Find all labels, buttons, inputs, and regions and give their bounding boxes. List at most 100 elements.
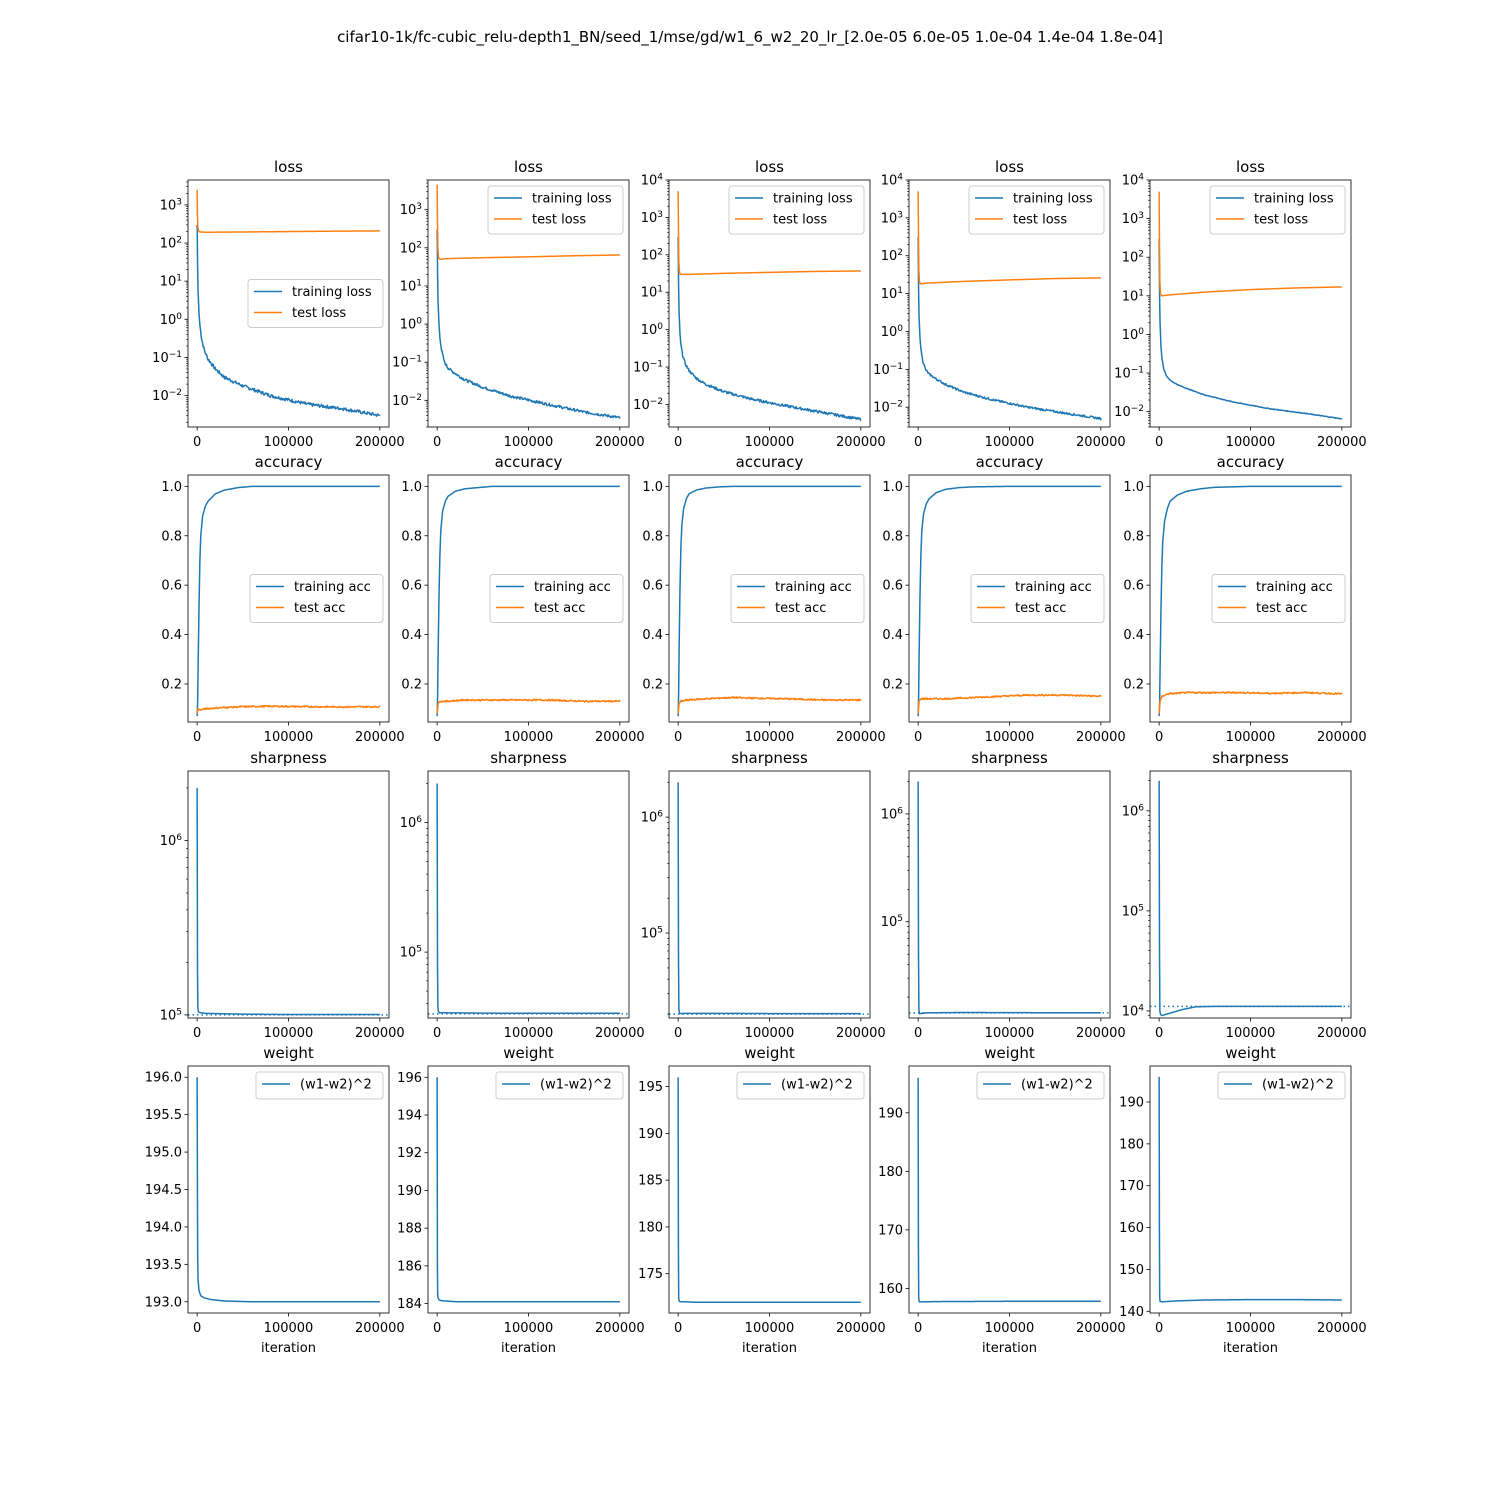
subplot-title: sharpness <box>1212 749 1289 767</box>
y-tick-label: 193.5 <box>145 1258 182 1273</box>
x-tick-label: 0 <box>914 435 922 450</box>
y-tick-label: 170 <box>878 1223 903 1238</box>
series-line-test-loss <box>436 184 621 261</box>
y-tick-label: 194 <box>397 1109 422 1124</box>
x-axis-label: iteration <box>742 1341 797 1356</box>
y-tick-label: 0.2 <box>642 677 663 692</box>
x-tick-label: 100000 <box>1226 1026 1276 1041</box>
x-tick-label: 100000 <box>504 730 554 745</box>
subplot-title: accuracy <box>1217 453 1285 471</box>
x-tick-label: 0 <box>433 1026 441 1041</box>
legend: (w1-w2)^2 <box>495 1071 624 1100</box>
legend: training acc test acc <box>970 574 1105 623</box>
x-tick-label: 0 <box>193 1026 201 1041</box>
x-tick-label: 200000 <box>595 1321 645 1336</box>
x-tick-label: 0 <box>674 730 682 745</box>
subplot-title: loss <box>995 158 1024 176</box>
legend: (w1-w2)^2 <box>976 1071 1105 1100</box>
series-line-test-loss <box>677 191 862 276</box>
series-line-training-loss <box>1158 238 1343 420</box>
series-line-training-acc <box>196 485 381 717</box>
axes-frame <box>908 770 1111 1019</box>
subplot-weight-1: weight 193.0 193.5 194.0 194.5 195.0 195.5 196.… <box>145 1044 405 1356</box>
x-tick-label: 100000 <box>264 1026 314 1041</box>
legend-label: test loss <box>532 213 586 228</box>
y-tick-label: 186 <box>397 1259 422 1274</box>
axes-frame <box>187 179 390 428</box>
x-tick-label: 0 <box>914 1026 922 1041</box>
legend-label: training loss <box>1013 192 1093 207</box>
x-tick-label: 0 <box>193 730 201 745</box>
x-tick-label: 100000 <box>1226 730 1276 745</box>
x-tick-label: 100000 <box>985 1026 1035 1041</box>
subplot-accuracy-2: accuracy 0.2 0.4 0.6 0.8 1.0 0 100000 200000 trai… <box>401 453 644 745</box>
series-line--w1-w2-2 <box>196 1077 381 1303</box>
x-tick-label: 200000 <box>355 435 405 450</box>
x-tick-label: 200000 <box>355 1321 405 1336</box>
legend: training loss test loss <box>487 185 624 235</box>
legend-label: (w1-w2)^2 <box>1021 1078 1093 1093</box>
y-tick-label: 1.0 <box>401 480 422 495</box>
legend-label: training loss <box>773 192 853 207</box>
x-tick-label: 100000 <box>745 730 795 745</box>
axes-frame <box>187 1065 390 1314</box>
x-axis-label: iteration <box>261 1341 316 1356</box>
subplot-title: loss <box>755 158 784 176</box>
x-tick-label: 200000 <box>1076 730 1126 745</box>
plot-area <box>677 191 862 422</box>
x-tick-label: 0 <box>674 1321 682 1336</box>
subplot-weight-2: weight 184 186 188 190 192 194 196 0 100000 200000… <box>397 1044 645 1356</box>
x-tick-label: 100000 <box>745 1026 795 1041</box>
subplot-accuracy-3: accuracy 0.2 0.4 0.6 0.8 1.0 0 100000 200000 trai… <box>642 453 885 745</box>
series-line-sharpness <box>196 787 381 1016</box>
x-tick-label: 200000 <box>595 1026 645 1041</box>
axes-frame <box>427 474 630 723</box>
series-line-test-acc <box>196 704 381 714</box>
subplot-title: sharpness <box>731 749 808 767</box>
legend-box <box>255 1071 384 1100</box>
axes-frame <box>668 770 871 1019</box>
y-tick-label: 196 <box>397 1071 422 1086</box>
y-tick-label: 0.2 <box>882 677 903 692</box>
series-line-test-acc <box>436 698 621 714</box>
series-line--w1-w2-2 <box>917 1077 1102 1303</box>
x-tick-label: 200000 <box>836 730 886 745</box>
plot-area <box>1158 191 1343 420</box>
y-tick-label: 170 <box>1119 1179 1144 1194</box>
y-tick-label: 1.0 <box>882 480 903 495</box>
x-tick-label: 200000 <box>595 435 645 450</box>
axes-frame <box>1149 179 1352 428</box>
legend-label: test acc <box>775 601 826 616</box>
subplot-accuracy-5: accuracy 0.2 0.4 0.6 0.8 1.0 0 100000 200000 trai… <box>1123 453 1366 745</box>
y-tick-label: 0.4 <box>1123 628 1144 643</box>
x-tick-label: 0 <box>674 1026 682 1041</box>
axes-frame <box>187 770 390 1019</box>
legend-label: (w1-w2)^2 <box>1262 1078 1334 1093</box>
series-line--w1-w2-2 <box>677 1077 862 1303</box>
axes-frame <box>187 474 390 723</box>
legend-label: training acc <box>775 580 852 595</box>
y-tick-label: 140 <box>1119 1305 1144 1320</box>
plot-area <box>677 1077 862 1303</box>
x-tick-label: 0 <box>914 1321 922 1336</box>
y-tick-label: 190 <box>878 1106 903 1121</box>
legend-label: training loss <box>292 285 372 300</box>
subplot-title: accuracy <box>495 453 563 471</box>
x-axis-label: iteration <box>1223 1341 1278 1356</box>
x-tick-label: 200000 <box>836 435 886 450</box>
y-tick-label: 192 <box>397 1146 422 1161</box>
axes-frame <box>427 179 630 428</box>
legend-label: training acc <box>294 580 371 595</box>
series-line-sharpness <box>1158 780 1343 1017</box>
plot-area <box>436 485 621 717</box>
legend: training acc test acc <box>1211 574 1346 623</box>
plot-area <box>917 191 1102 421</box>
x-tick-label: 0 <box>1155 1026 1163 1041</box>
y-tick-label: 0.6 <box>642 579 663 594</box>
legend: (w1-w2)^2 <box>1217 1071 1346 1100</box>
y-tick-label: 185 <box>638 1174 663 1189</box>
series-line-training-loss <box>677 236 862 422</box>
legend-box <box>1217 1071 1346 1100</box>
